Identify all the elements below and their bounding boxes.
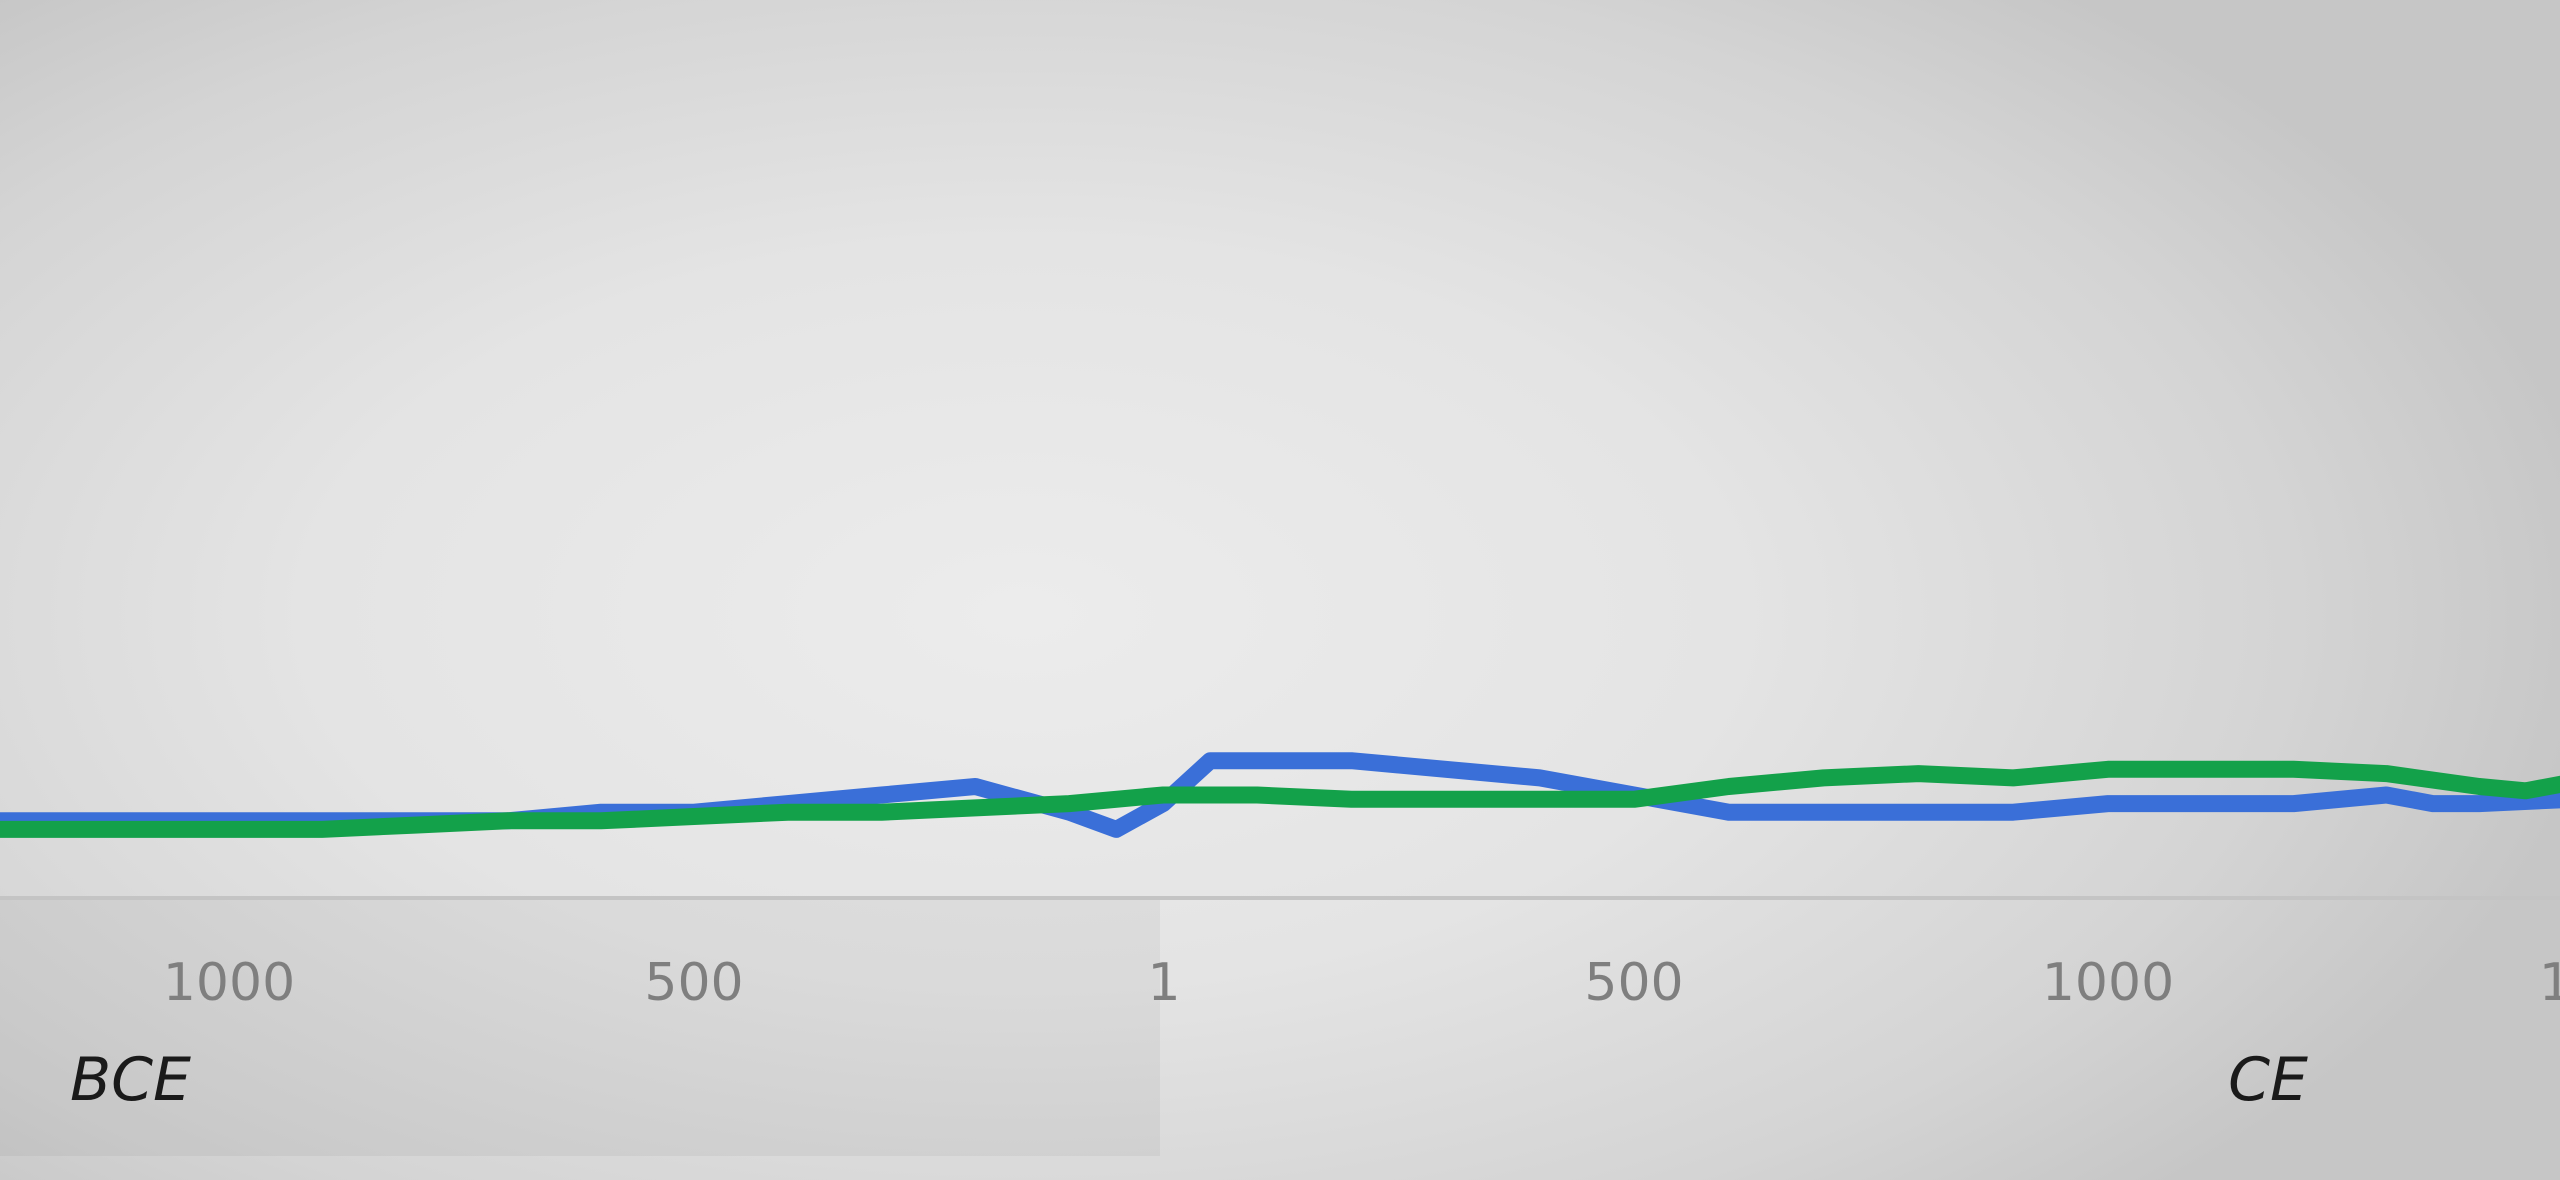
- x-tick-labels: 1000 500 1 500 1000 15: [163, 953, 2560, 1013]
- x-tick-label: 1: [1147, 953, 1180, 1013]
- bce-shading: [0, 898, 1160, 1156]
- x-tick-label: 15: [2539, 953, 2560, 1013]
- era-labels: BCE CE: [70, 1045, 2308, 1115]
- x-tick-label: 500: [1584, 953, 1683, 1013]
- x-tick-label: 500: [644, 953, 743, 1013]
- era-label-ce: CE: [2228, 1045, 2308, 1115]
- x-tick-label: 1000: [163, 953, 295, 1013]
- x-tick-label: 1000: [2042, 953, 2174, 1013]
- series-line-2: [0, 760, 2560, 838]
- series-layer: [0, 752, 2560, 838]
- era-label-bce: BCE: [70, 1045, 191, 1115]
